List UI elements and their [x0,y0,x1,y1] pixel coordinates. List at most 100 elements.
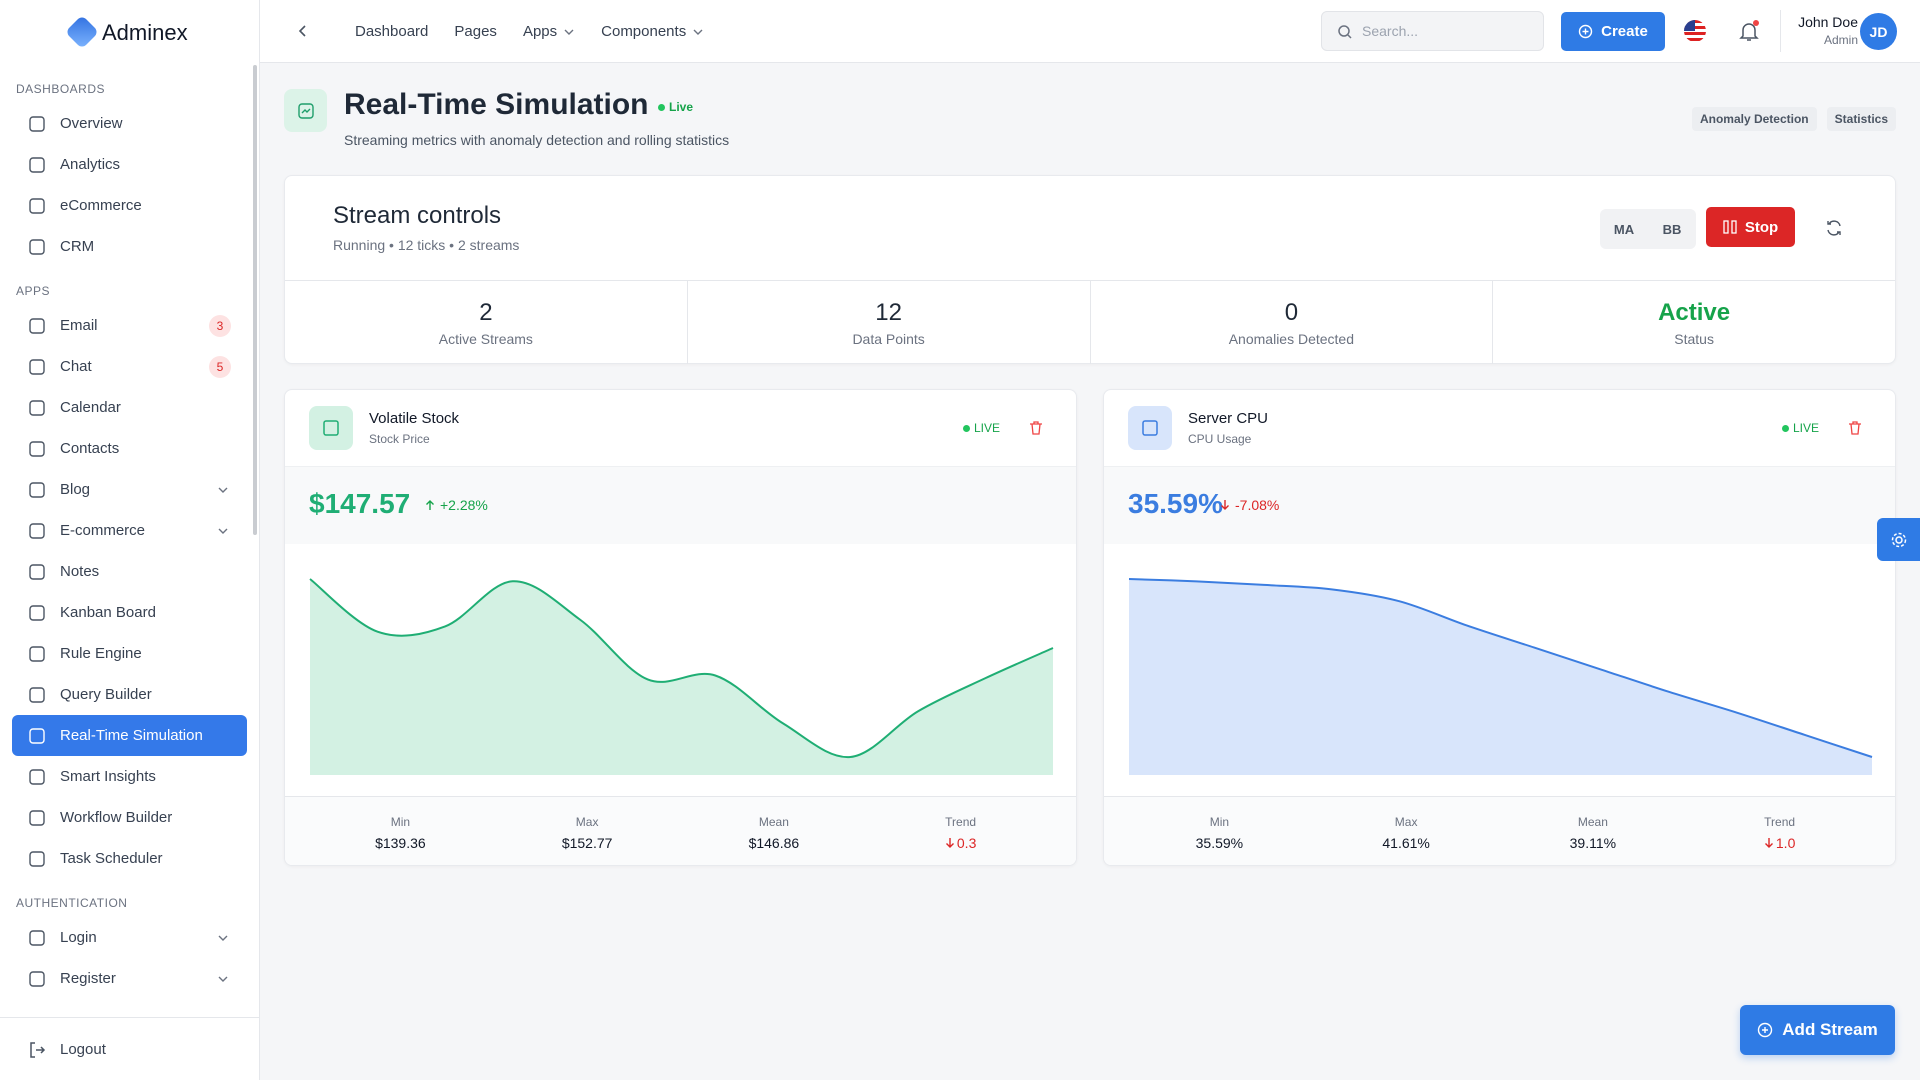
nav-item[interactable]: Overview [12,103,247,144]
delete-icon [1030,421,1042,435]
live-badge: Live [658,100,693,114]
stream-stat: Max 41.61% [1313,797,1500,865]
user-info[interactable]: John Doe Admin [1788,14,1858,47]
nav-label: Workflow Builder [60,809,173,826]
nav-item[interactable]: Analytics [12,144,247,185]
nav-item[interactable]: Real-Time Simulation [12,715,247,756]
toggle-button[interactable]: MA [1613,221,1635,237]
stream-status: LIVE [1782,421,1819,435]
search-box[interactable]: Search... [1321,11,1544,51]
delete-icon [1849,421,1861,435]
stream-stat: Min 35.59% [1126,797,1313,865]
nav-label: Analytics [60,156,121,173]
icon [29,850,45,867]
nav-item[interactable]: E-commerce [12,510,247,551]
section-title: AUTHENTICATION [16,896,128,910]
toggle-group: MA BB [1600,209,1696,249]
nav-item[interactable]: eCommerce [12,185,247,226]
logout-label: Logout [60,1041,106,1058]
nav-label: eCommerce [60,197,142,214]
icon [29,317,45,334]
area [310,579,1053,775]
stat-label: Active Streams [438,331,533,347]
icon-shape [29,686,45,703]
icon [29,970,45,987]
nav-item[interactable]: Blog [12,469,247,510]
delete-button[interactable] [1847,420,1863,436]
nav-item[interactable]: Register [12,958,247,999]
nav-item[interactable]: Email 3 [12,305,247,346]
add-stream-button[interactable]: Add Stream [1740,1005,1895,1055]
user-name: John Doe [1798,14,1858,30]
icon [30,1041,46,1058]
nav-item[interactable]: Workflow Builder [12,797,247,838]
top-nav-item[interactable]: Dashboard [355,23,428,40]
nav-item[interactable]: Calendar [12,387,247,428]
nav-item[interactable]: Chat 5 [12,346,247,387]
change-value: -7.08% [1235,497,1280,513]
notifications[interactable] [1737,19,1761,43]
stream-stat-row: 39.11% [1500,835,1687,851]
search-placeholder: Search... [1362,23,1419,39]
nav-item[interactable]: Smart Insights [12,756,247,797]
nav-item[interactable]: Kanban Board [12,592,247,633]
chevron-path [218,528,228,534]
icon-shape [29,850,45,867]
icon [29,604,45,621]
nav-item[interactable]: Query Builder [12,674,247,715]
stop-button[interactable]: Stop [1706,207,1795,247]
nav-item[interactable]: CRM [12,226,247,267]
language-flag[interactable] [1683,19,1707,43]
settings-toggle[interactable] [1877,518,1920,561]
icon-shape [29,358,45,375]
reset-button[interactable] [1824,218,1844,238]
nav-badge: 3 [209,314,231,337]
nav-item[interactable]: Contacts [12,428,247,469]
nav-label: Task Scheduler [60,850,163,867]
stream-stat-label: Max [575,815,599,829]
trend-arrow [1221,500,1229,510]
icon-shape [29,481,45,498]
icon [29,197,45,214]
top-nav-item[interactable]: Pages [454,23,497,40]
nav-label: Rule Engine [60,645,142,662]
nav-item[interactable]: Notes [12,551,247,592]
nav-label: Smart Insights [60,768,156,785]
chevron-path [693,29,703,35]
icon [29,727,45,744]
brand-name[interactable]: Adminex [102,20,188,45]
add-stream-label: Add Stream [1782,1020,1878,1039]
chevron [693,29,703,35]
icon-shape [29,970,45,987]
icon-shape [29,156,45,173]
stream-stat-label: Mean [1577,815,1608,829]
create-button[interactable]: Create [1561,12,1665,51]
stat: 12 Data Points [686,281,1090,364]
nav-item[interactable]: Task Scheduler [12,838,247,879]
logout[interactable]: Logout [12,1029,247,1070]
stream-stat-value: $139.36 [375,835,426,851]
icon [1723,220,1737,234]
icon-shape [29,399,45,416]
user-role: Admin [1823,33,1858,47]
nav-item[interactable]: Rule Engine [12,633,247,674]
nav-item[interactable]: Login [12,917,247,958]
collapse-button[interactable] [296,24,310,38]
delete-button[interactable] [1028,420,1044,436]
top-nav-item[interactable]: Apps [523,23,575,40]
nav-label: Blog [60,481,91,498]
page-icon [284,89,327,132]
stream-chart [1128,578,1873,775]
icon [29,156,45,173]
toggle-button[interactable]: BB [1662,221,1682,237]
scrollbar [253,65,257,535]
icon-shape [29,768,45,785]
user-avatar[interactable]: JD [1860,13,1897,50]
current-value: $147.57 [309,488,411,519]
icon [29,358,45,375]
chevron-path [218,935,228,941]
icon-shape [29,604,45,621]
top-nav-item[interactable]: Components [601,23,704,40]
chevron [218,976,228,982]
stream-card: Server CPU CPU Usage LIVE 35.59% -7.08% Min 35… [1103,389,1896,866]
